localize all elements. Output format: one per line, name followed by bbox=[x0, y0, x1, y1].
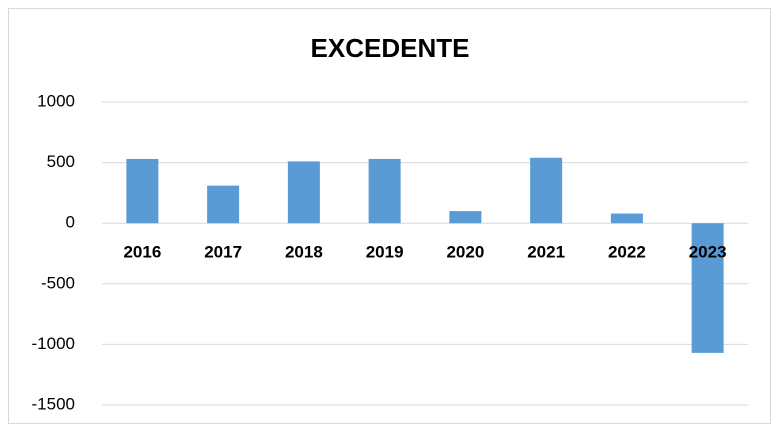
y-tick-label: 500 bbox=[47, 152, 75, 171]
bar bbox=[368, 158, 401, 224]
x-tick-label: 2021 bbox=[527, 243, 565, 262]
bar bbox=[610, 213, 643, 224]
bar bbox=[207, 185, 240, 224]
x-tick-label: 2019 bbox=[366, 243, 404, 262]
x-tick-label: 2018 bbox=[285, 243, 323, 262]
bar bbox=[449, 211, 482, 224]
x-tick-label: 2016 bbox=[123, 243, 161, 262]
y-tick-label: -1000 bbox=[32, 334, 75, 353]
bar bbox=[287, 161, 320, 224]
y-tick-label: -1500 bbox=[32, 394, 75, 413]
x-tick-label: 2017 bbox=[204, 243, 242, 262]
bar bbox=[126, 158, 159, 224]
chart-title: EXCEDENTE bbox=[311, 33, 470, 63]
bar bbox=[691, 223, 724, 353]
x-tick-label: 2020 bbox=[446, 243, 484, 262]
bar bbox=[530, 157, 563, 224]
x-tick-label: 2023 bbox=[689, 243, 727, 262]
x-tick-label: 2022 bbox=[608, 243, 646, 262]
y-tick-label: -500 bbox=[41, 273, 75, 292]
y-tick-label: 1000 bbox=[37, 91, 75, 110]
y-tick-label: 0 bbox=[66, 213, 75, 232]
